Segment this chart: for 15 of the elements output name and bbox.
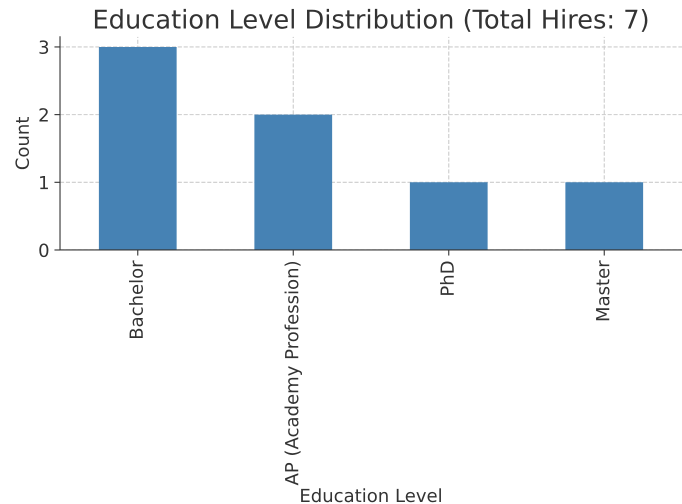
chart-title: Education Level Distribution (Total Hires: 7) <box>94 8 648 32</box>
y-tick-label: 3 <box>39 40 48 54</box>
x-tick-label: PhD <box>440 261 454 295</box>
x-tick-label: AP (Academy Profession) <box>284 262 302 486</box>
y-tick-label: 2 <box>39 108 48 122</box>
x-axis-title: Education Level <box>301 488 441 502</box>
x-tick-label: Bachelor <box>129 260 144 338</box>
bar <box>98 46 177 250</box>
y-tick-label: 0 <box>39 243 48 258</box>
y-axis-title: Count <box>15 117 30 170</box>
y-tick-label: 1 <box>40 176 48 190</box>
x-tick-label: Master <box>596 260 610 320</box>
bar <box>410 182 488 250</box>
bar <box>254 114 332 250</box>
bar <box>565 182 644 250</box>
